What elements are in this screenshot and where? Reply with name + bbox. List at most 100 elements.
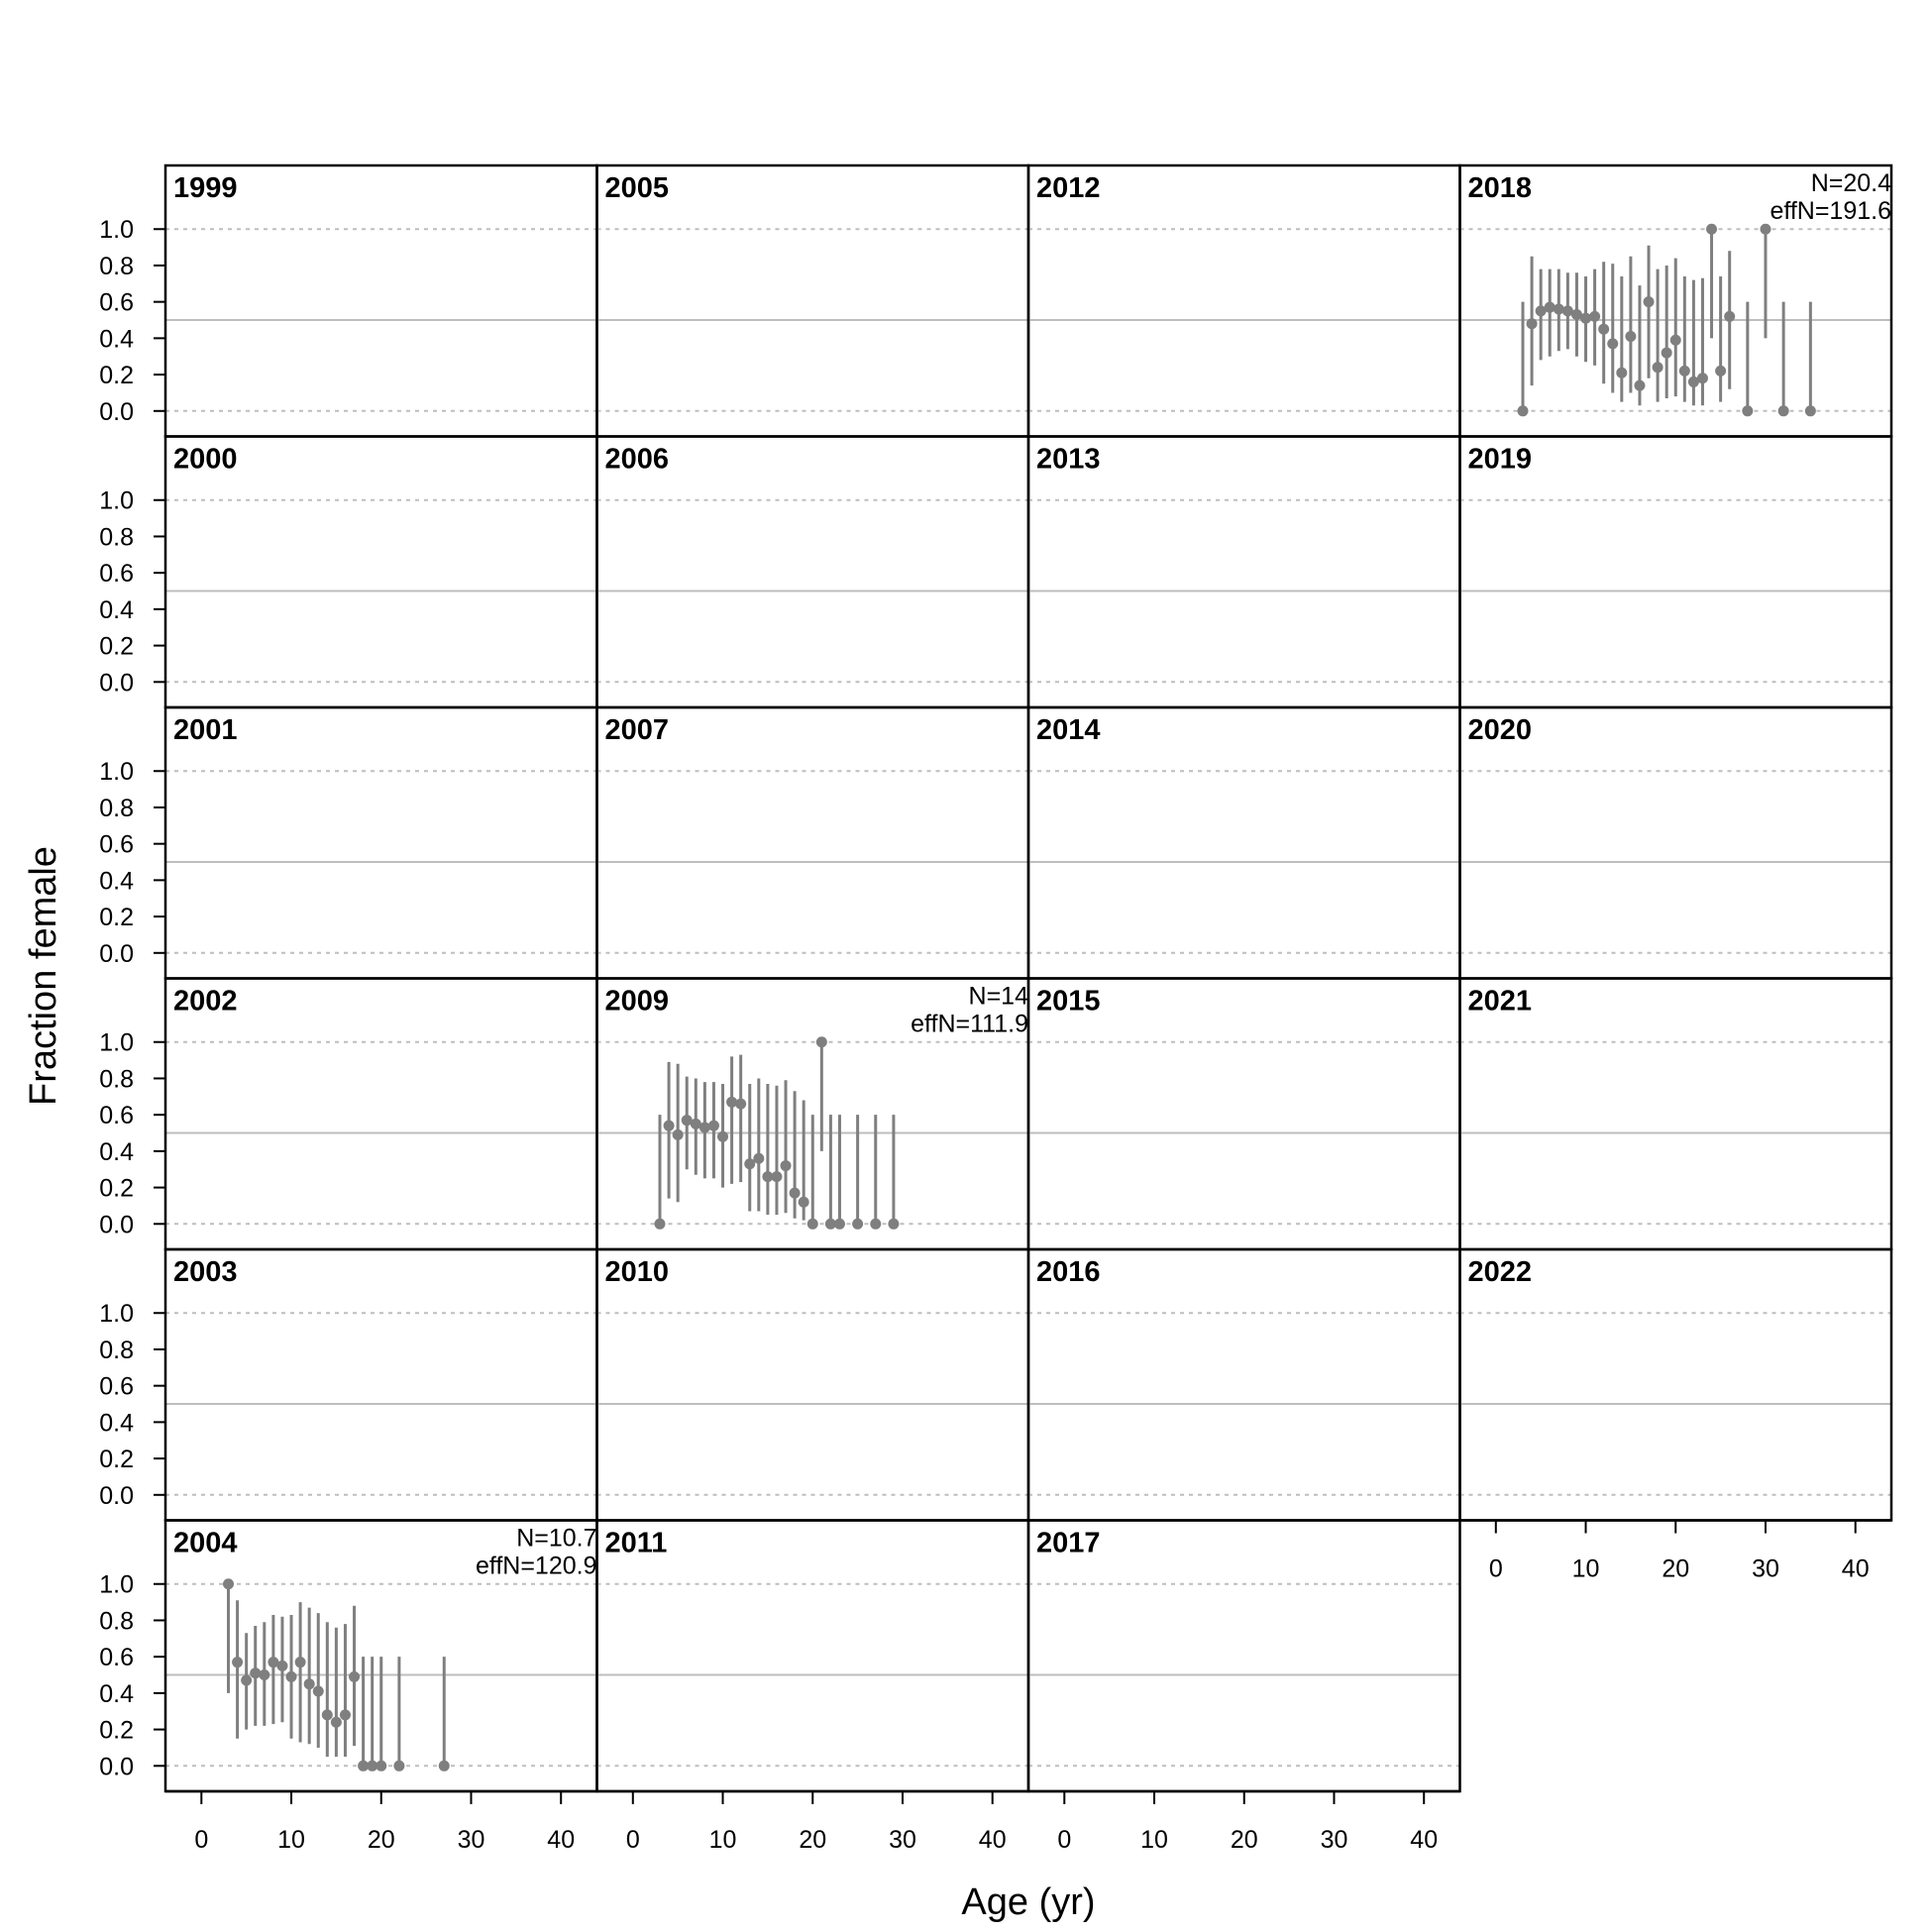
y-tick-label: 0.2 [99,904,134,931]
y-tick-label: 0.0 [99,1211,134,1238]
data-point [1570,309,1582,321]
data-point [870,1218,882,1230]
data-point [1535,305,1547,317]
y-tick-label: 1.0 [99,1571,134,1599]
data-point [1526,318,1538,330]
data-point [268,1657,279,1668]
x-axis-col-2: 0 10 20 30 40 [596,1789,1028,1854]
data-point [276,1660,288,1671]
data-point [1544,301,1556,313]
x-tick-label: 40 [979,1826,1007,1854]
data-point [663,1120,675,1131]
y-tick-label: 0.4 [99,325,134,353]
panel-title: 2012 [1036,172,1101,204]
x-tick-label: 40 [1842,1556,1870,1583]
data-point [1687,376,1699,387]
y-tick-label: 0.2 [99,362,134,389]
data-point [438,1760,450,1771]
x-tick-label: 0 [626,1826,640,1854]
panel-2010: 2010 [595,1247,1030,1522]
y-tick-label: 1.0 [99,1300,134,1328]
x-tick-label: 0 [194,1826,208,1854]
data-point [833,1218,845,1230]
data-point [1715,365,1727,376]
data-point [1678,365,1690,376]
panel-2014: 2014 [1026,705,1461,980]
data-point [690,1118,701,1129]
data-point [698,1122,710,1133]
panel-2022: 2022 [1458,1247,1893,1522]
y-tick-label: 0.2 [99,1717,134,1745]
y-tick-label: 0.4 [99,1409,134,1437]
panel-2013: 2013 [1026,435,1461,709]
x-tick-label: 0 [1489,1556,1503,1583]
panel-frame [595,1519,1030,1793]
data-point [852,1218,864,1230]
data-point [376,1760,387,1771]
panel-frame [163,977,598,1251]
panel-title: 2016 [1036,1256,1101,1288]
data-point [294,1657,306,1668]
y-tick-label: 0.8 [99,523,134,551]
data-point [367,1760,378,1771]
panel-title: 2006 [605,444,670,476]
data-point [654,1218,666,1230]
y-tick-label: 0.4 [99,596,134,624]
panel-frame [1026,977,1461,1251]
panel-2015: 2015 [1026,977,1461,1251]
data-point [1742,405,1754,417]
data-point [735,1098,747,1110]
panel-title: 1999 [173,172,238,204]
panel-2019: 2019 [1458,435,1893,709]
y-tick-label: 1.0 [99,487,134,515]
panel-frame [1458,435,1893,709]
y-tick-label: 0.0 [99,1482,134,1510]
panel-grid: 1999 2000 2001 2002 2003 2004 N=10.7effN=120.9… [163,163,1893,1793]
panel-title: 2010 [605,1256,670,1288]
y-axes: 0.00.20.40.60.81.00.00.20.40.60.81.00.00… [99,216,165,1780]
panel-2021: 2021 [1458,977,1893,1251]
panel-2020: 2020 [1458,705,1893,980]
data-point [726,1096,738,1108]
data-point [1625,331,1637,343]
data-point [1724,310,1736,322]
x-tick-label: 30 [889,1826,916,1854]
data-point [1616,367,1628,378]
panel-2000: 2000 [163,435,598,709]
panel-title: 2019 [1468,444,1533,476]
panel-title: 2017 [1036,1528,1101,1559]
y-tick-label: 0.2 [99,633,134,661]
data-point [672,1128,684,1140]
y-tick-label: 0.2 [99,1446,134,1473]
y-axis-1999: 0.0 0.2 0.4 0.6 0.8 1.0 [99,216,165,426]
y-tick-label: 0.0 [99,398,134,426]
data-point [241,1674,253,1686]
y-tick-label: 0.4 [99,867,134,895]
data-point [753,1152,765,1164]
data-point [223,1578,235,1590]
x-tick-label: 30 [1321,1826,1348,1854]
effective-n-label: effN=120.9 [476,1553,597,1580]
x-tick-label: 20 [799,1826,826,1854]
panel-frame [1026,1519,1461,1793]
x-tick-label: 10 [277,1826,305,1854]
data-point [707,1120,719,1131]
data-point [1706,223,1718,235]
data-point [358,1760,370,1771]
sample-size-label: N=20.4 [1811,169,1891,197]
panel-frame [1458,1247,1893,1522]
x-tick-label: 0 [1057,1826,1071,1854]
panel-frame [1026,705,1461,980]
panel-frame [163,1247,598,1522]
panel-title: 2011 [605,1528,668,1559]
x-tick-label: 10 [709,1826,737,1854]
y-tick-label: 0.6 [99,831,134,859]
y-tick-label: 0.4 [99,1138,134,1166]
panel-2011: 2011 [595,1519,1030,1793]
y-tick-label: 0.8 [99,1065,134,1093]
data-point [232,1657,244,1668]
panel-title: 2000 [173,444,238,476]
panel-title: 2013 [1036,444,1101,476]
